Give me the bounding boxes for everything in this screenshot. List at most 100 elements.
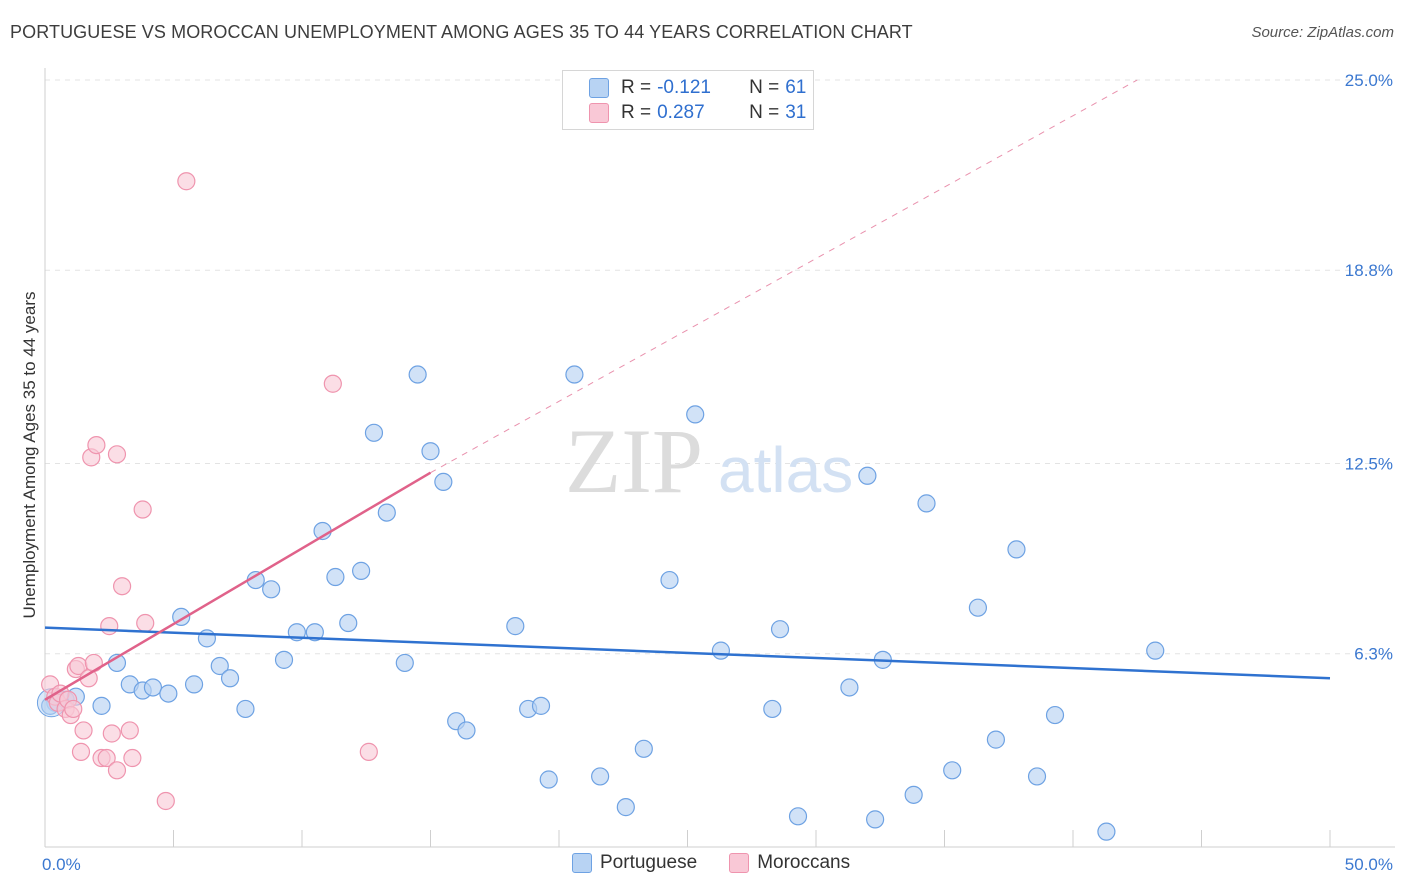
portuguese-trendline	[44, 626, 1331, 680]
portuguese-point-47	[858, 466, 877, 485]
source-label: Source: ZipAtlas.com	[1251, 24, 1394, 41]
moroccan-point-10	[71, 742, 91, 761]
n-label: N =	[749, 102, 780, 123]
portuguese-point-3	[92, 696, 111, 715]
moroccan-point-24	[123, 748, 142, 768]
moroccan-points	[41, 172, 378, 811]
tick-labels: 6.3% 12.5% 18.8% 25.0% 0.0% 50.0%	[42, 71, 1393, 874]
portuguese-point-42	[711, 641, 731, 660]
portuguese-point-16	[262, 580, 281, 599]
moroccan-point-25	[133, 500, 152, 519]
chart-title: PORTUGUESE VS MOROCCAN UNEMPLOYMENT AMON…	[10, 22, 913, 42]
r-value-portuguese: -0.121	[657, 77, 711, 98]
portuguese-point-46	[840, 678, 859, 697]
r-label: R =	[621, 102, 652, 123]
portuguese-point-17	[274, 650, 294, 669]
moroccan-point-18	[100, 617, 119, 636]
moroccan-point-22	[112, 577, 132, 596]
watermark-zip: ZIP	[565, 410, 703, 512]
moroccan-trendline-extension	[430, 79, 1138, 474]
portuguese-point-27	[408, 365, 427, 384]
portuguese-point-7	[143, 678, 163, 697]
moroccan-point-20	[107, 445, 127, 464]
portuguese-point-14	[236, 699, 255, 719]
bottom-legend: Portuguese Moroccans	[572, 852, 882, 874]
portuguese-point-22	[339, 613, 358, 633]
portuguese-point-59	[1146, 641, 1165, 660]
portuguese-point-35	[539, 770, 558, 789]
axes	[44, 68, 1395, 848]
moroccan-point-26	[136, 613, 155, 633]
portuguese-swatch	[589, 78, 609, 98]
portuguese-point-24	[364, 423, 384, 442]
y-axis-label: Unemployment Among Ages 35 to 44 years	[20, 291, 39, 619]
portuguese-point-48	[866, 810, 885, 829]
portuguese-point-57	[1045, 705, 1065, 725]
r-label: R =	[621, 77, 652, 98]
portuguese-point-8	[159, 684, 178, 703]
y-tick-label-2: 18.8%	[1345, 261, 1393, 280]
n-value-moroccans: 31	[785, 102, 807, 123]
portuguese-point-58	[1097, 822, 1116, 841]
moroccan-trendline	[44, 471, 432, 701]
portuguese-point-32	[506, 617, 525, 636]
y-tick-label-3: 25.0%	[1345, 71, 1393, 90]
portuguese-point-56	[1027, 767, 1047, 786]
legend-item-portuguese[interactable]: Portuguese	[572, 852, 697, 874]
portuguese-point-29	[434, 472, 453, 492]
portuguese-point-37	[591, 767, 610, 786]
portuguese-point-10	[184, 675, 204, 694]
portuguese-point-38	[616, 798, 635, 817]
stats-row-moroccans: R = 0.287 N = 31	[589, 101, 806, 125]
portuguese-point-21	[326, 567, 345, 587]
watermark-atlas: atlas	[718, 434, 853, 506]
portuguese-point-54	[986, 730, 1006, 749]
portuguese-point-55	[1007, 540, 1026, 559]
moroccan-point-19	[102, 724, 121, 743]
portuguese-point-23	[352, 561, 371, 580]
moroccan-point-28	[177, 172, 196, 191]
portuguese-point-12	[210, 656, 229, 676]
moroccan-point-21	[107, 761, 127, 780]
portuguese-point-41	[686, 405, 705, 424]
moroccan-swatch	[589, 103, 609, 123]
x-tick-label-0: 0.0%	[42, 855, 81, 874]
n-label: N =	[749, 77, 780, 98]
portuguese-point-11	[197, 629, 217, 648]
moroccan-point-30	[359, 742, 378, 761]
portuguese-point-31	[457, 721, 476, 740]
portuguese-point-13	[220, 669, 240, 688]
portuguese-point-39	[634, 739, 653, 758]
stats-row-portuguese: R = -0.121 N = 61	[589, 76, 806, 100]
portuguese-point-52	[943, 761, 962, 780]
portuguese-point-44	[770, 620, 790, 639]
portuguese-swatch	[572, 853, 592, 873]
portuguese-point-25	[377, 503, 396, 522]
legend-label-moroccans: Moroccans	[757, 852, 851, 873]
moroccan-point-17	[97, 748, 116, 768]
n-value-portuguese: 61	[785, 77, 807, 98]
moroccan-point-15	[87, 435, 106, 455]
moroccan-point-7	[64, 699, 83, 719]
portuguese-point-36	[565, 365, 584, 384]
y-tick-label-0: 6.3%	[1354, 645, 1393, 664]
portuguese-point-51	[917, 494, 936, 513]
portuguese-point-40	[660, 570, 679, 590]
watermark: ZIP atlas	[565, 410, 853, 512]
legend-label-portuguese: Portuguese	[600, 852, 698, 873]
portuguese-point-45	[788, 807, 808, 826]
portuguese-point-28	[421, 442, 440, 461]
moroccan-swatch	[729, 853, 750, 873]
portuguese-point-43	[763, 699, 782, 719]
y-tick-label-1: 12.5%	[1345, 455, 1393, 474]
portuguese-point-50	[904, 785, 923, 804]
portuguese-point-34	[531, 696, 551, 715]
moroccan-point-29	[323, 374, 342, 393]
portuguese-point-53	[968, 598, 988, 617]
moroccan-point-23	[120, 721, 139, 740]
moroccan-point-11	[74, 721, 93, 740]
legend-item-moroccans[interactable]: Moroccans	[729, 852, 850, 874]
trendlines	[44, 79, 1331, 701]
portuguese-point-19	[305, 623, 324, 642]
